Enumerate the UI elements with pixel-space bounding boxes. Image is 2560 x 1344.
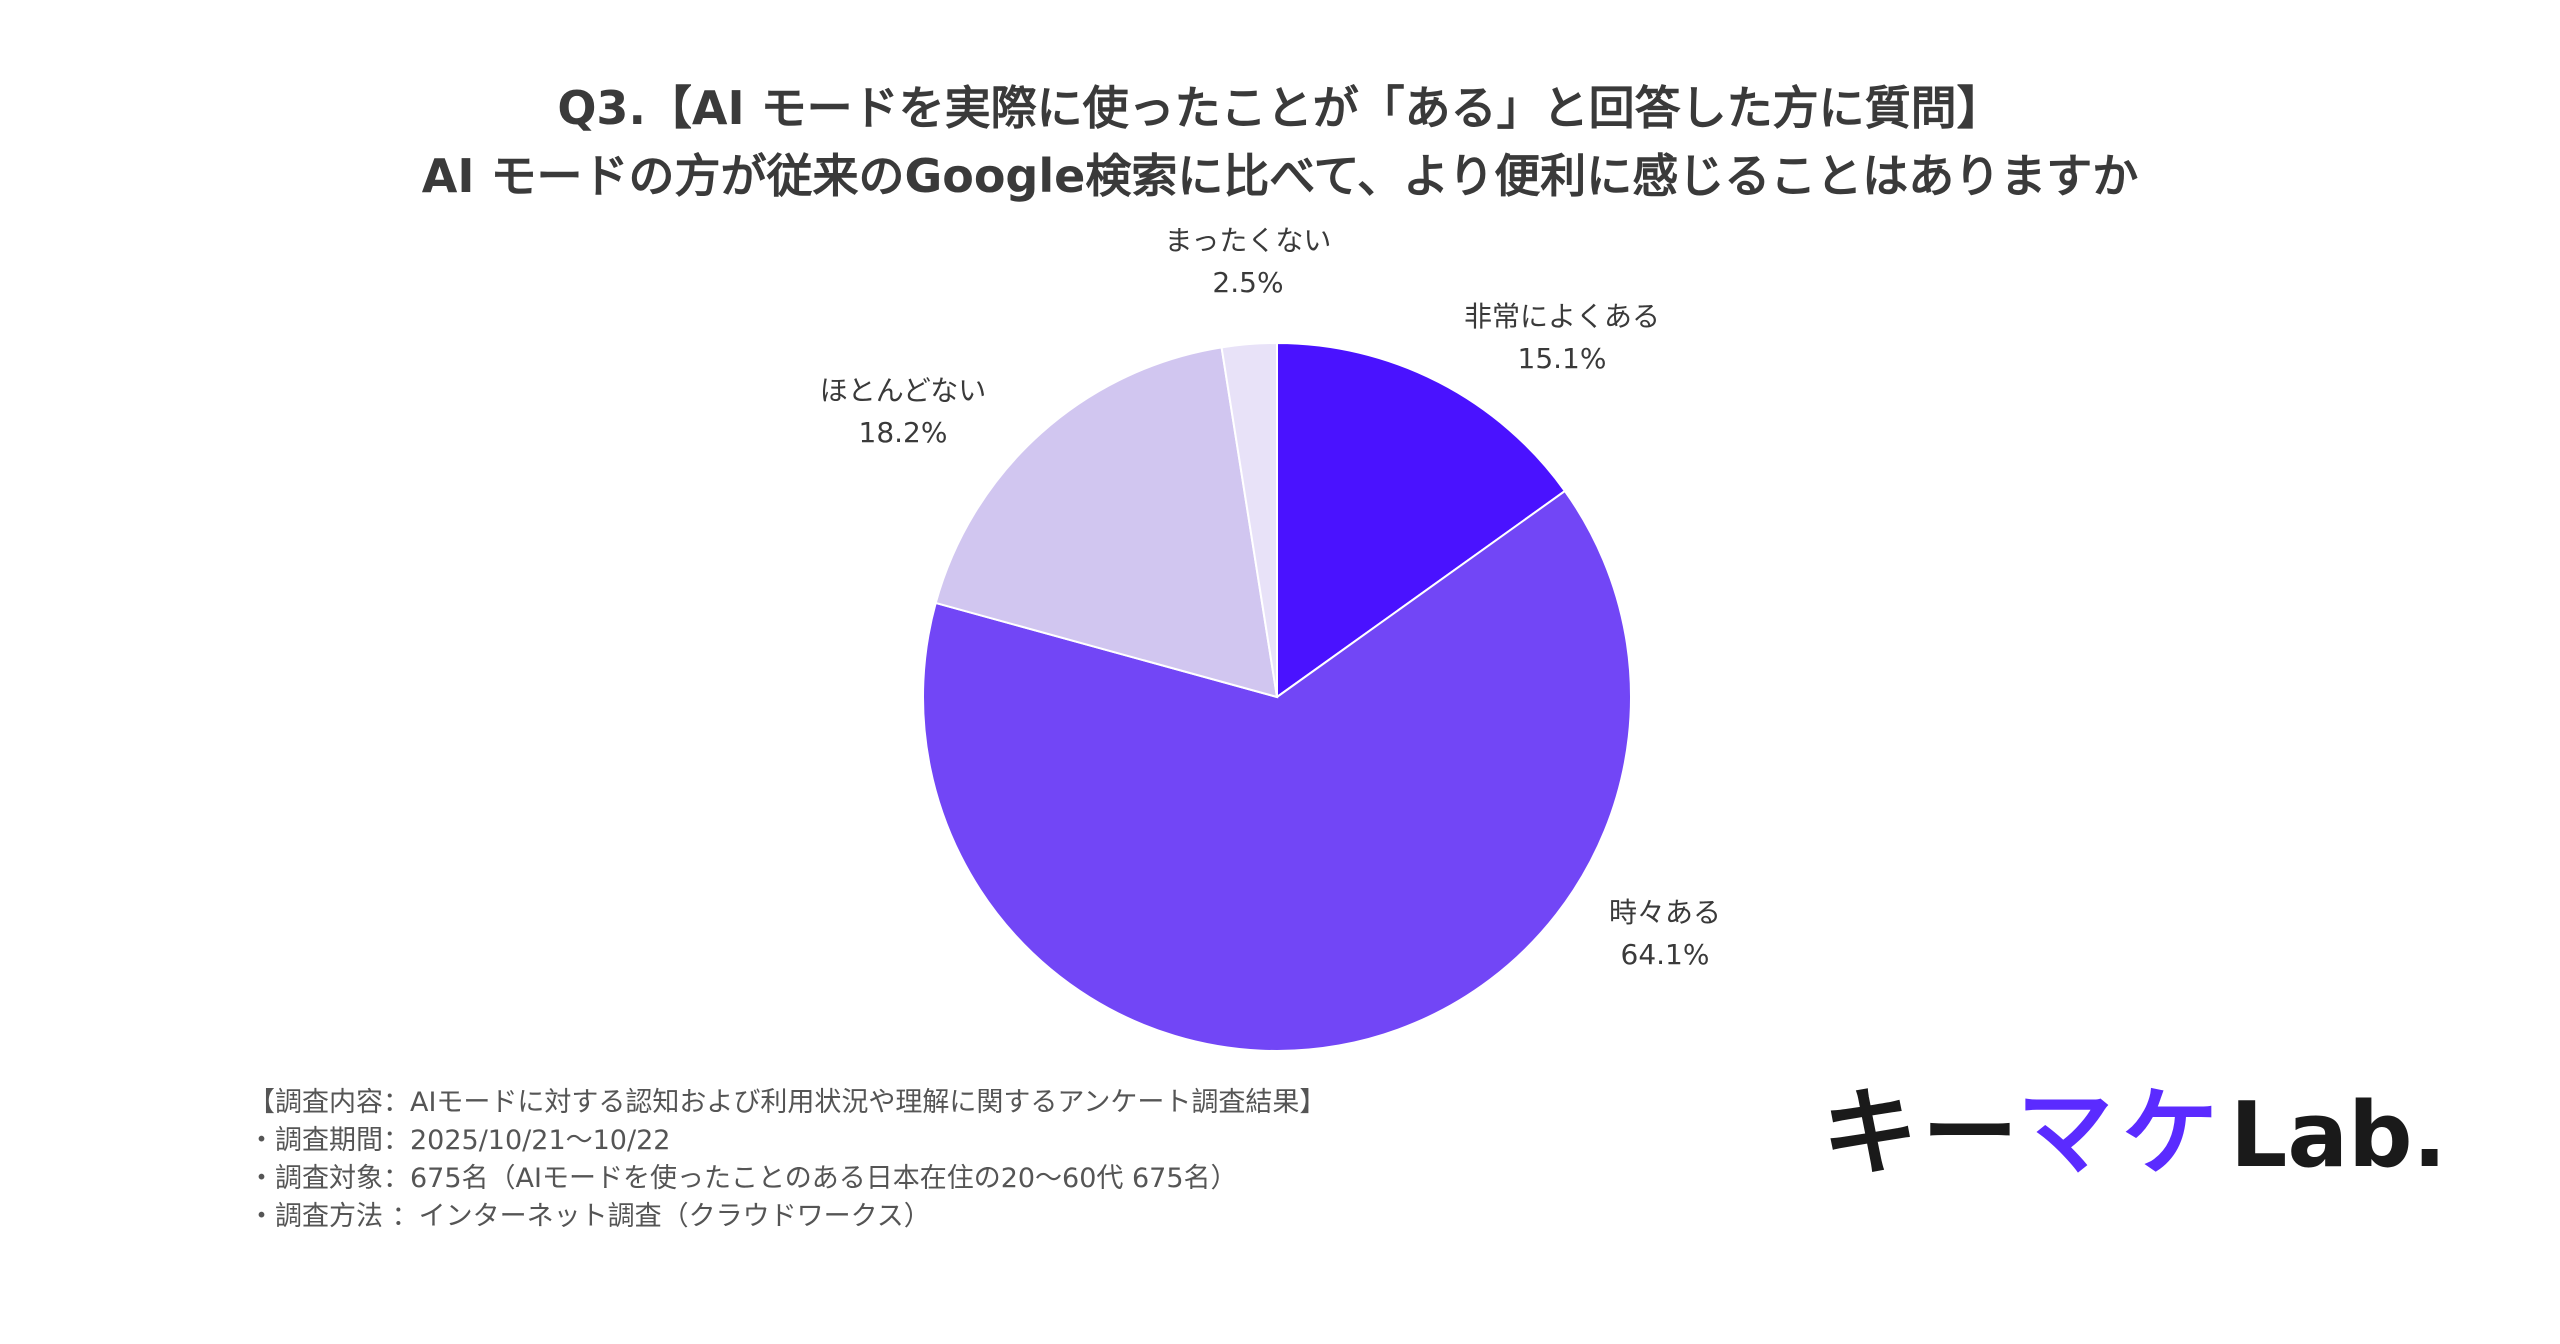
- logo-char-1: キ: [1822, 1082, 1918, 1182]
- pie-value-label-2: 64.1%: [1621, 938, 1710, 971]
- pie-value-label-4: 2.5%: [1212, 266, 1283, 299]
- logo-lab-text: Lab.: [2230, 1083, 2447, 1182]
- pie-category-label-3: ほとんどない: [820, 374, 987, 407]
- chart-title-line-2: AI モードの方が従来のGoogle検索に比べて、より便利に感じることはあります…: [421, 149, 2139, 203]
- pie-category-label-1: 非常によくある: [1464, 300, 1660, 333]
- chart-title-line-1: Q3.【AI モードを実際に使ったことが「ある」と回答した方に質問】: [557, 81, 2003, 135]
- pie-slice-4: [1220, 341, 1278, 698]
- survey-footnote: 【調査内容：AIモードに対する認知および利用状況や理解に関するアンケート調査結果…: [248, 1084, 1326, 1236]
- pie-value-label-1: 15.1%: [1518, 342, 1607, 375]
- logo-char-3: マ: [2017, 1082, 2113, 1182]
- keymake-lab-logo: キーマケ Lab.: [1822, 1082, 2447, 1182]
- pie-slice-2: [922, 489, 1632, 1052]
- logo-char-2: ー: [1922, 1082, 2018, 1182]
- footnote-survey-content: 【調査内容：AIモードに対する認知および利用状況や理解に関するアンケート調査結果…: [248, 1087, 1327, 1118]
- footnote-survey-method: ・調査方法 ：インターネット調査（クラウドワークス）: [248, 1201, 931, 1232]
- pie-slice-3: [934, 346, 1279, 699]
- logo-char-4: ケ: [2122, 1082, 2218, 1182]
- pie-slice-1: [1276, 341, 1567, 699]
- pie-category-label-2: 時々ある: [1609, 896, 1721, 929]
- pie-slices: [922, 341, 1632, 1052]
- pie-category-label-4: まったくない: [1165, 224, 1332, 257]
- pie-labels: 非常によくある 15.1% 時々ある 64.1% ほとんどない 18.2% まったくない 2.…: [820, 224, 1721, 971]
- pie-value-label-3: 18.2%: [859, 416, 948, 449]
- footnote-survey-period: ・調査期間：2025/10/21〜10/22: [248, 1125, 671, 1156]
- footnote-survey-target: ・調査対象：675名（AIモードを使ったことのある日本在住の20〜60代 675…: [248, 1163, 1238, 1194]
